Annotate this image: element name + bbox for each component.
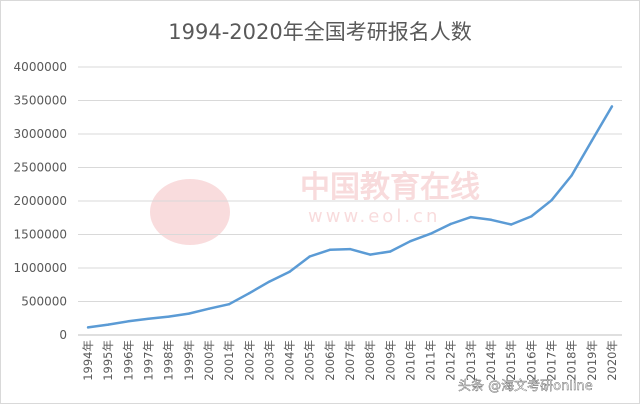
y-tick-label: 500000 (21, 295, 67, 309)
data-point (429, 232, 432, 235)
x-tick-label: 1995年 (101, 340, 115, 381)
x-tick-label: 2015年 (504, 340, 518, 381)
data-point (167, 315, 170, 318)
x-tick-label: 2005年 (303, 340, 317, 381)
x-tick-label: 2004年 (283, 340, 297, 381)
data-point (127, 320, 130, 323)
eol-logo-text: 中国教育在线 (300, 170, 480, 205)
y-tick-label: 2000000 (14, 194, 67, 208)
data-point (107, 323, 110, 326)
source-watermark-text: 头条 @海文考研online (458, 378, 593, 394)
data-point (227, 303, 231, 306)
data-point (389, 250, 392, 253)
y-tick-label: 1000000 (14, 261, 67, 275)
x-tick-label: 2013年 (464, 340, 478, 381)
data-point (288, 270, 291, 273)
source-watermark: 头条 @海文考研online (458, 378, 593, 394)
x-tick-label: 2014年 (484, 340, 498, 381)
y-tick-label: 1500000 (14, 228, 67, 242)
x-tick-label: 2006年 (323, 340, 337, 381)
x-tick-label: 2011年 (424, 340, 438, 381)
x-tick-label: 2010年 (403, 340, 417, 381)
x-tick-label: 2018年 (565, 340, 579, 381)
x-axis: 1994年 1995年 1996年 1997年 1998年 1999年 2000年 2001年… (81, 340, 619, 381)
data-point (268, 280, 271, 283)
x-tick-label: 2003年 (262, 340, 276, 381)
series-layer (86, 105, 614, 329)
data-point (489, 218, 493, 221)
y-tick-label: 0 (59, 328, 67, 342)
data-point (348, 247, 352, 251)
eol-watermark-logo: 中国教育在线 www.eol.cn (150, 170, 480, 245)
x-tick-label: 2002年 (242, 340, 256, 381)
x-tick-label: 1994年 (81, 340, 95, 381)
x-tick-label: 1999年 (182, 340, 196, 381)
x-tick-label: 2012年 (444, 340, 458, 381)
data-point (510, 223, 513, 226)
y-tick-label: 3500000 (14, 94, 67, 108)
y-axis: 0 500000 1000000 1500000 2000000 2500000 30000… (14, 60, 67, 342)
x-tick-label: 1996年 (121, 340, 135, 381)
data-point (248, 292, 251, 295)
eol-logo-mark (150, 179, 230, 245)
data-point (368, 253, 372, 256)
x-tick-label: 1997年 (142, 340, 156, 381)
data-point (530, 215, 533, 218)
x-tick-label: 2020年 (605, 340, 619, 381)
x-tick-label: 2016年 (524, 340, 538, 381)
data-point (610, 105, 614, 108)
data-point (550, 199, 553, 202)
grid-lines (78, 66, 622, 336)
data-point (207, 307, 211, 310)
data-point (308, 255, 311, 258)
x-tick-label: 2019年 (585, 340, 599, 381)
data-point (187, 312, 190, 315)
data-point (570, 174, 573, 177)
x-tick-label: 2007年 (343, 340, 357, 381)
x-tick-label: 1998年 (162, 340, 176, 381)
x-tick-label: 2001年 (222, 340, 236, 381)
x-tick-label: 2017年 (544, 340, 558, 381)
data-point (409, 240, 412, 243)
data-point (328, 248, 332, 251)
data-point (147, 317, 150, 320)
y-tick-label: 4000000 (14, 60, 67, 74)
y-tick-label: 3000000 (14, 127, 67, 141)
x-tick-label: 2000年 (202, 340, 216, 381)
data-point (590, 139, 593, 142)
data-point (449, 222, 452, 226)
x-tick-label: 2009年 (383, 340, 397, 381)
x-tick-label: 2008年 (363, 340, 377, 381)
y-tick-label: 2500000 (14, 161, 67, 175)
chart-title: 1994-2020年全国考研报名人数 (168, 20, 471, 44)
eol-logo-url: www.eol.cn (308, 206, 440, 227)
data-point (86, 326, 90, 329)
data-point (469, 215, 473, 219)
